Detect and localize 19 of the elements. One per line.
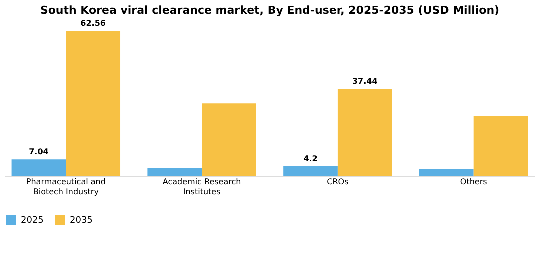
data-label: 37.44 — [352, 77, 378, 86]
bar — [66, 31, 121, 176]
x-tick-label: Others — [460, 178, 488, 186]
legend-label: 2035 — [70, 216, 93, 226]
data-label: 7.04 — [29, 148, 50, 157]
x-tick-label: Academic Research Institutes — [162, 178, 242, 196]
bar — [148, 168, 202, 176]
bar — [12, 160, 66, 176]
x-tick-label: Pharmaceutical and Biotech Industry — [26, 178, 106, 196]
bar — [202, 104, 256, 176]
bar — [474, 116, 528, 176]
bar — [284, 166, 338, 176]
bar — [338, 89, 392, 176]
x-tick-label: CROs — [327, 178, 349, 186]
bar — [419, 170, 474, 176]
data-label: 62.56 — [80, 19, 106, 28]
chart-title: South Korea viral clearance market, By End-user, 2025-2035 (USD Million) — [40, 4, 500, 17]
data-label: 4.2 — [304, 154, 318, 164]
legend-label: 2025 — [21, 216, 44, 226]
